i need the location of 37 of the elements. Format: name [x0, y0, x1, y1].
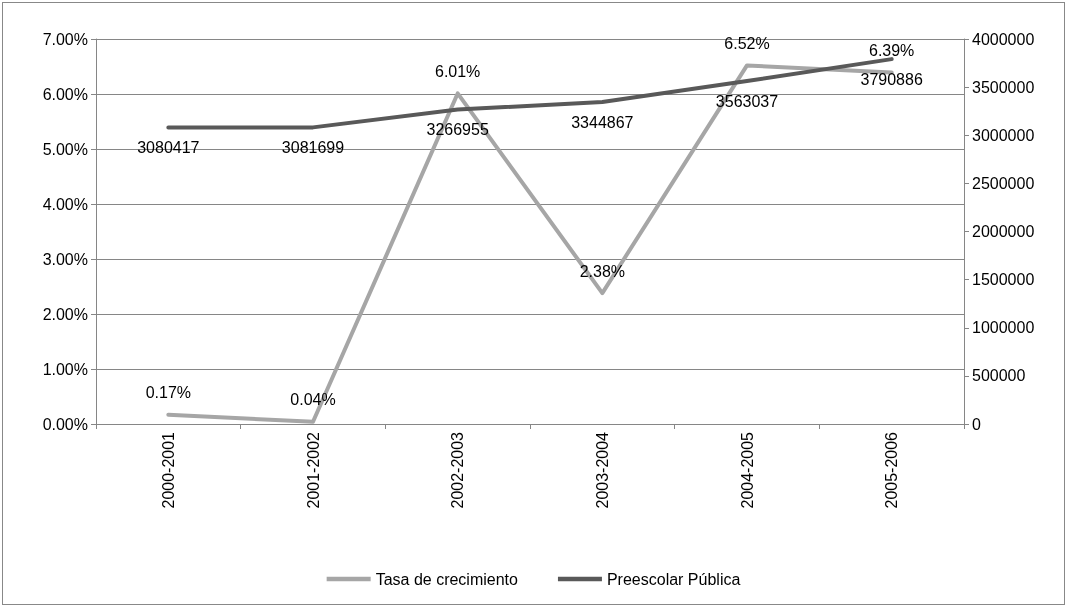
data-label: 0.17% [145, 384, 192, 402]
y2-tick-label: 500000 [972, 367, 1026, 385]
data-label: 3081699 [281, 138, 345, 156]
data-label: 6.01% [434, 62, 481, 80]
y-tick-label: 7.00% [42, 30, 88, 48]
x-tick-label: 2002-2003 [449, 431, 467, 509]
x-tick-label: 2000-2001 [159, 431, 177, 509]
y2-tick-label: 3500000 [972, 78, 1035, 96]
data-label: 6.39% [868, 42, 915, 60]
y-tick-label: 3.00% [42, 250, 88, 268]
x-tick-label: 2001-2002 [304, 431, 322, 509]
y2-tick-label: 1000000 [972, 319, 1035, 337]
data-label: 6.52% [724, 34, 770, 52]
x-tick-label: 2005-2006 [883, 431, 901, 509]
y2-tick-label: 2500000 [972, 174, 1035, 192]
legend-label: Preescolar Pública [606, 570, 741, 588]
y-tick-label: 1.00% [42, 360, 88, 378]
y2-tick-label: 4000000 [972, 30, 1035, 48]
legend-label: Tasa de crecimiento [375, 570, 519, 588]
data-label: 0.04% [290, 391, 336, 409]
y2-tick-label: 0 [972, 415, 981, 433]
data-label: 3266955 [426, 121, 489, 139]
data-label: 3563037 [715, 92, 779, 110]
data-label: 3790886 [860, 70, 923, 88]
y-tick-label: 2.00% [42, 305, 88, 323]
y-tick-label: 0.00% [42, 415, 88, 433]
data-label: 3080417 [137, 139, 200, 157]
y-tick-label: 4.00% [42, 195, 88, 213]
data-label: 3344867 [571, 113, 634, 131]
y-tick-label: 5.00% [42, 140, 88, 158]
y2-tick-label: 3000000 [972, 126, 1035, 144]
y-tick-label: 6.00% [42, 85, 88, 103]
x-tick-label: 2003-2004 [593, 431, 611, 509]
x-tick-label: 2004-2005 [738, 431, 756, 509]
data-label: 2.38% [579, 262, 626, 280]
y2-tick-label: 1500000 [972, 271, 1035, 289]
y2-tick-label: 2000000 [972, 223, 1035, 240]
